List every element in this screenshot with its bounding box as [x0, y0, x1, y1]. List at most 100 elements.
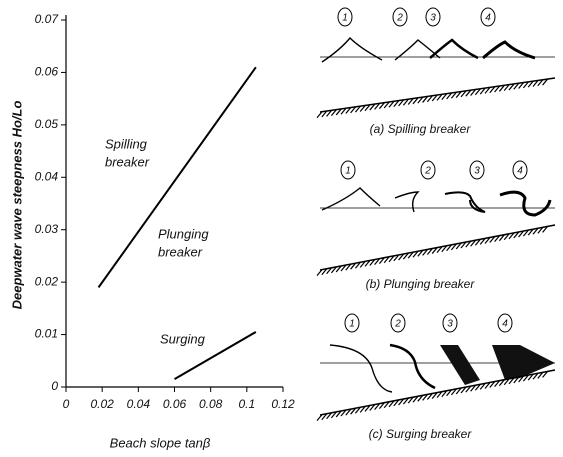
beach-hatch — [422, 249, 429, 256]
beach-hatch — [359, 405, 366, 413]
beach-hatch — [489, 86, 496, 94]
beach-hatch — [513, 376, 520, 384]
stage-label: 3 — [430, 13, 436, 24]
beach-hatch — [465, 89, 472, 97]
label-circle — [390, 313, 406, 333]
region-label: Spilling — [105, 136, 148, 151]
beach-hatch — [388, 255, 395, 263]
stage-label: 1 — [345, 166, 351, 177]
label-circle — [420, 160, 436, 180]
beach-hatch — [417, 249, 424, 257]
label-circle — [469, 160, 485, 180]
beach-hatch — [474, 88, 481, 96]
beach-hatch — [359, 260, 366, 268]
beach-hatch — [393, 254, 400, 262]
beach-hatch — [407, 396, 414, 404]
beach-hatch — [518, 230, 525, 238]
beach-hatch — [335, 265, 342, 273]
wave — [389, 343, 436, 390]
beach-hatch — [374, 403, 381, 410]
x-tick-label: 0.02 — [90, 397, 114, 411]
beach-hatch — [345, 263, 352, 271]
beach-hatch — [316, 414, 323, 422]
beach-hatch — [426, 248, 433, 255]
x-tick-label: 0.04 — [127, 397, 151, 411]
beach-hatch — [340, 409, 347, 417]
beach-hatch — [498, 379, 505, 387]
beach-hatch — [470, 89, 477, 96]
beach-hatch — [455, 242, 462, 250]
label-circle — [392, 7, 408, 27]
label-circle — [497, 313, 513, 333]
beach-hatch — [378, 257, 385, 265]
beach-hatch — [359, 105, 366, 112]
diagram-caption: (b) Plunging breaker — [366, 277, 476, 291]
beach-hatch — [369, 103, 376, 111]
beach-hatch — [383, 401, 390, 409]
beach-hatch — [542, 371, 549, 378]
beach-hatch — [354, 105, 361, 113]
beach-hatch — [441, 390, 448, 398]
label-circle — [340, 160, 356, 180]
x-tick-label: 0 — [63, 397, 70, 411]
beach-hatch — [503, 378, 510, 386]
beach-hatch — [532, 227, 539, 235]
x-tick-label: 0.12 — [271, 397, 295, 411]
beach-hatch — [374, 102, 381, 110]
stage-label: 3 — [447, 319, 453, 330]
beach-line — [319, 369, 556, 416]
label-circle — [512, 160, 528, 180]
beach-hatch — [326, 412, 333, 420]
diagram-caption: (a) Spilling breaker — [370, 122, 472, 136]
stage-label: 4 — [502, 319, 508, 330]
beach-line — [319, 77, 556, 113]
beach-hatch — [402, 98, 409, 106]
beach-hatch — [474, 383, 481, 391]
beach-hatch — [527, 228, 534, 236]
beach-hatch — [335, 108, 342, 116]
label-circle — [442, 313, 458, 333]
beach-hatch — [542, 226, 549, 233]
stage-label: 4 — [485, 13, 491, 24]
beach-hatch — [537, 371, 544, 379]
beach-hatch — [522, 229, 529, 237]
beach-hatch — [398, 398, 405, 406]
wave — [329, 344, 393, 393]
beach-hatch — [503, 233, 510, 241]
region-label: breaker — [105, 154, 150, 169]
beach-hatch — [522, 374, 529, 382]
beach-hatch — [321, 110, 328, 118]
y-tick-label: 0.06 — [35, 65, 59, 79]
beach-hatch — [532, 372, 539, 380]
beach-hatch — [450, 91, 457, 99]
y-tick-label: 0.02 — [35, 274, 59, 288]
beach-hatch — [364, 104, 371, 112]
x-axis-label: Beach slope tanβ — [110, 435, 211, 450]
beach-hatch — [316, 269, 323, 277]
beach-hatch — [498, 84, 505, 92]
beach-hatch — [330, 411, 337, 419]
beach-hatch — [450, 388, 457, 396]
beach-hatch — [436, 93, 443, 101]
beach-hatch — [431, 392, 438, 399]
y-tick-label: 0.01 — [35, 327, 58, 341]
stage-label: 3 — [474, 166, 480, 177]
region-label: Surging — [160, 331, 206, 346]
beach-hatch — [470, 239, 477, 247]
wave — [321, 36, 383, 63]
beach-hatch — [345, 107, 352, 114]
beach-hatch — [479, 87, 486, 95]
label-circle — [344, 313, 360, 333]
beach-hatch — [431, 247, 438, 254]
beach-hatch — [532, 80, 539, 87]
beach-hatch — [412, 250, 419, 258]
beach-hatch — [465, 240, 472, 248]
x-tick-label: 0.06 — [163, 397, 187, 411]
beach-hatch — [455, 387, 462, 395]
y-tick-label: 0.07 — [35, 12, 60, 26]
beach-hatch — [412, 395, 419, 403]
beach-line — [319, 224, 556, 271]
beach-hatch — [518, 82, 525, 89]
label-circle — [337, 7, 353, 27]
